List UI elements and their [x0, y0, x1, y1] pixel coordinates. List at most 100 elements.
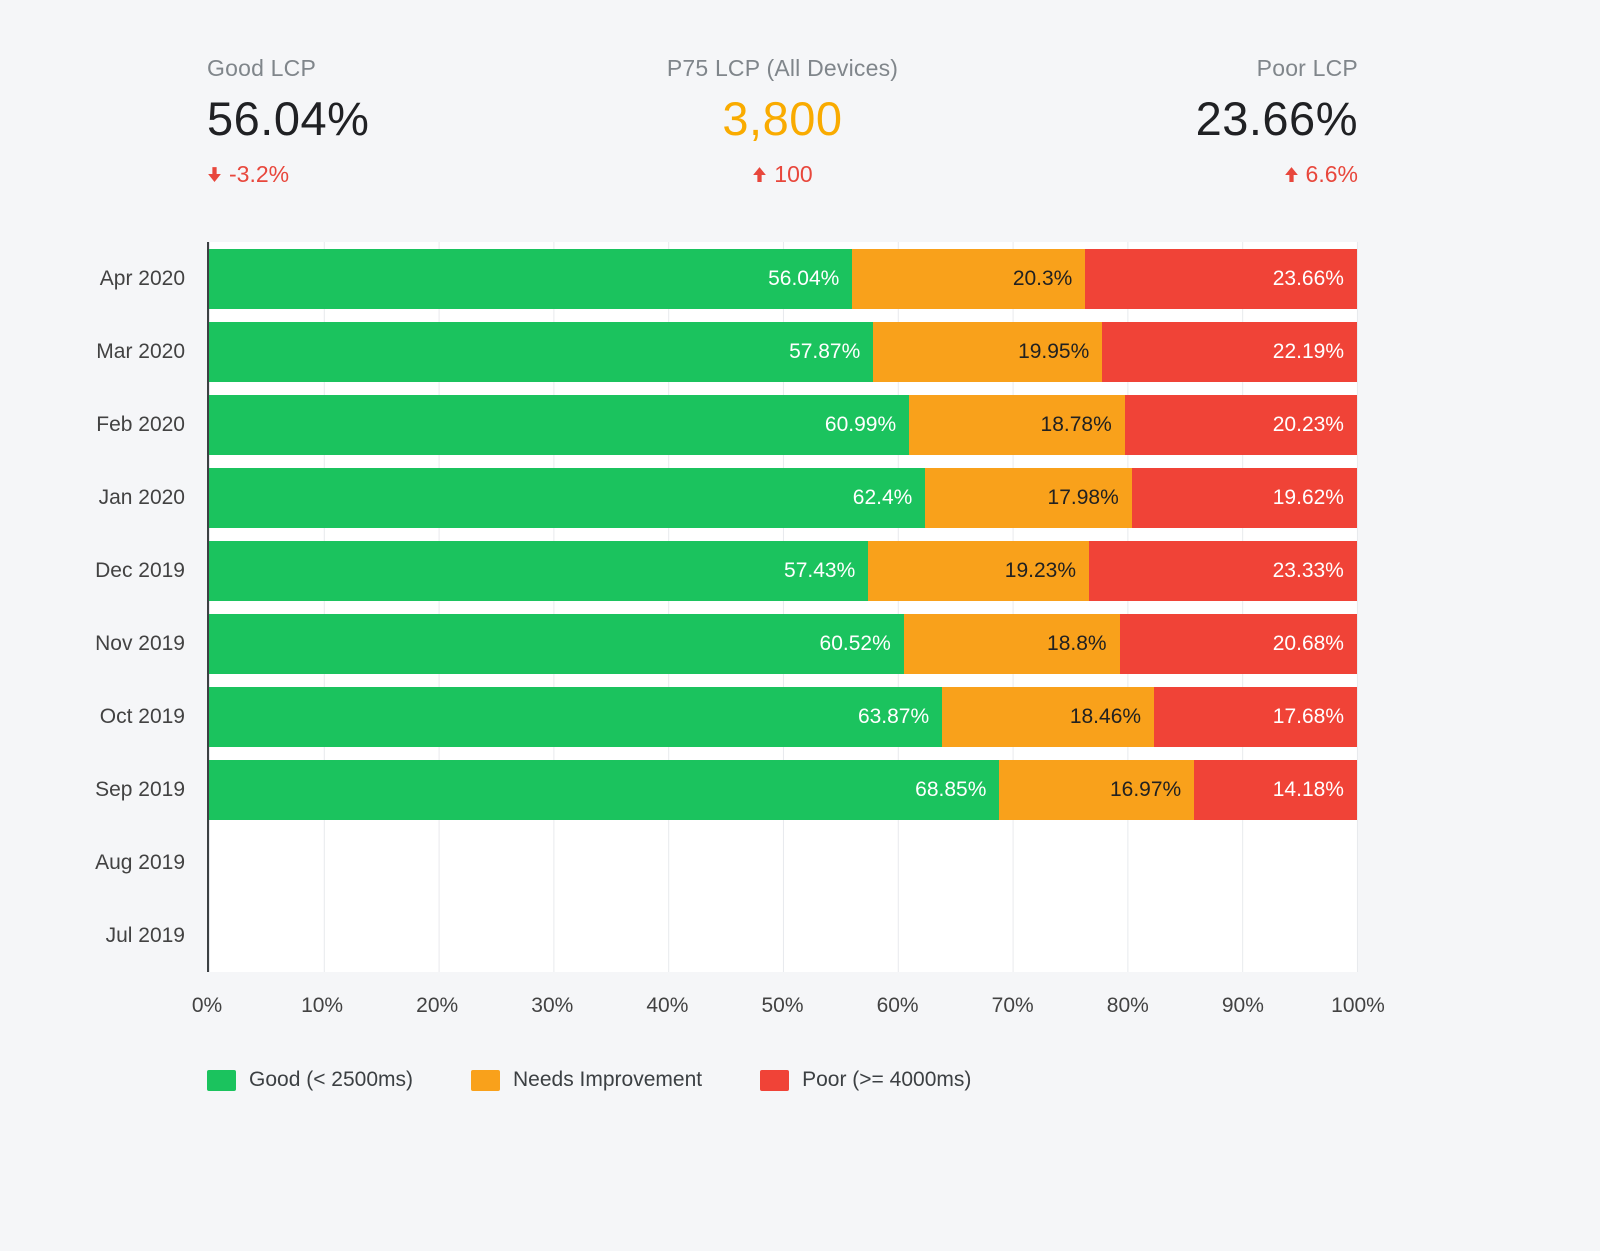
- bar-segment-needs-improvement[interactable]: 19.95%: [873, 321, 1103, 382]
- kpi-value: 56.04%: [207, 92, 370, 145]
- x-axis-label: 40%: [646, 994, 689, 1017]
- bar-value-label: 63.87%: [857, 704, 930, 728]
- bar-value-label: 20.68%: [1272, 631, 1344, 655]
- kpi-label: Poor LCP: [1256, 55, 1358, 81]
- y-axis-label: Mar 2020: [96, 339, 185, 363]
- bar-segment-poor[interactable]: 14.18%: [1194, 759, 1357, 820]
- legend-item-needs-improvement[interactable]: Needs Improvement: [471, 1068, 702, 1092]
- kpi-delta: 100: [752, 161, 813, 188]
- bar-segment-poor[interactable]: 20.68%: [1119, 613, 1357, 674]
- y-axis-label: Feb 2020: [96, 412, 185, 436]
- bar-value-label: 17.98%: [1047, 485, 1119, 509]
- delta-down-arrow-icon: [207, 166, 222, 183]
- kpi-good-lcp: Good LCP 56.04% -3.2%: [207, 55, 591, 188]
- bar-segment-poor[interactable]: 22.19%: [1102, 321, 1358, 382]
- y-axis: Apr 2020 Mar 2020 Feb 2020 Jan 2020 Dec 2019…: [0, 242, 207, 972]
- bar-value-label: 20.23%: [1272, 412, 1344, 436]
- kpi-value: 3,800: [722, 92, 843, 145]
- bar-segment-poor[interactable]: 23.33%: [1089, 540, 1357, 601]
- legend: Good (< 2500ms) Needs Improvement Poor (>=…: [207, 1068, 1600, 1092]
- bar-segment-good[interactable]: 56.04%: [209, 248, 853, 309]
- bar-value-label: 62.4%: [852, 485, 913, 509]
- bar-row: [209, 826, 1357, 899]
- kpi-delta-value: -3.2%: [229, 161, 290, 187]
- x-axis-label: 90%: [1221, 994, 1264, 1017]
- kpi-delta: -3.2%: [207, 161, 289, 188]
- legend-label: Poor (>= 4000ms): [802, 1068, 972, 1091]
- x-axis-label: 70%: [991, 994, 1034, 1017]
- bar-value-label: 18.46%: [1069, 704, 1142, 728]
- bar-segment-good[interactable]: 57.87%: [209, 321, 874, 382]
- bar-value-label: 18.8%: [1047, 631, 1107, 655]
- x-axis-label: 80%: [1106, 994, 1149, 1017]
- bar-value-label: 19.62%: [1272, 485, 1344, 509]
- bar-segment-poor[interactable]: 20.23%: [1124, 394, 1357, 455]
- x-axis-label: 50%: [761, 994, 804, 1017]
- bar-row: 62.4% 17.98% 19.62%: [209, 461, 1357, 534]
- bar-value-label: 60.52%: [819, 631, 891, 655]
- legend-item-good[interactable]: Good (< 2500ms): [207, 1068, 413, 1092]
- bar-segment-needs-improvement[interactable]: 18.46%: [942, 686, 1155, 747]
- bar-value-label: 19.95%: [1018, 339, 1090, 363]
- x-axis-label: 20%: [416, 994, 459, 1017]
- bar-segment-poor[interactable]: 23.66%: [1085, 248, 1357, 309]
- bar-row: 60.99% 18.78% 20.23%: [209, 388, 1357, 461]
- x-axis-label: 60%: [876, 994, 919, 1017]
- bar-segment-needs-improvement[interactable]: 16.97%: [999, 759, 1195, 820]
- kpi-delta-value: 100: [774, 161, 813, 187]
- kpi-delta-value: 6.6%: [1305, 161, 1358, 187]
- bar-segment-needs-improvement[interactable]: 19.23%: [868, 540, 1090, 601]
- bar-value-label: 68.85%: [915, 777, 987, 801]
- bar-segment-needs-improvement[interactable]: 18.8%: [903, 613, 1120, 674]
- kpi-value: 23.66%: [1195, 92, 1358, 145]
- bar-row: [209, 899, 1357, 972]
- bar-segment-poor[interactable]: 19.62%: [1131, 467, 1357, 528]
- kpi-delta: 6.6%: [1284, 161, 1358, 188]
- bar-value-label: 14.18%: [1272, 777, 1344, 801]
- bar-value-label: 20.3%: [1012, 266, 1073, 290]
- bar-segment-needs-improvement[interactable]: 17.98%: [925, 467, 1132, 528]
- bar-segment-needs-improvement[interactable]: 18.78%: [909, 394, 1125, 455]
- legend-swatch: [471, 1069, 501, 1091]
- bar-segment-poor[interactable]: 17.68%: [1154, 686, 1357, 747]
- bar-value-label: 18.78%: [1040, 412, 1112, 436]
- x-axis-label: 100%: [1331, 994, 1385, 1017]
- y-axis-label: Oct 2019: [99, 704, 185, 728]
- bar-segment-good[interactable]: 60.99%: [209, 394, 910, 455]
- axis-spacer: [0, 972, 207, 1030]
- kpi-poor-lcp: Poor LCP 23.66% 6.6%: [974, 55, 1358, 188]
- legend-label: Needs Improvement: [513, 1068, 703, 1091]
- bar-value-label: 19.23%: [1004, 558, 1077, 582]
- delta-up-arrow-icon: [1284, 166, 1299, 183]
- bar-segment-good[interactable]: 68.85%: [209, 759, 1000, 820]
- y-axis-label: Apr 2020: [99, 266, 185, 290]
- x-axis-label: 0%: [191, 994, 223, 1017]
- bar-segment-good[interactable]: 63.87%: [209, 686, 943, 747]
- bar-value-label: 23.33%: [1272, 558, 1344, 582]
- x-axis-label: 10%: [301, 994, 344, 1017]
- bar-value-label: 60.99%: [824, 412, 897, 436]
- bar-segment-good[interactable]: 62.4%: [209, 467, 926, 528]
- bar-segment-good[interactable]: 60.52%: [209, 613, 904, 674]
- x-axis-label: 30%: [531, 994, 574, 1017]
- bar-value-label: 57.87%: [789, 339, 861, 363]
- legend-item-poor[interactable]: Poor (>= 4000ms): [760, 1068, 971, 1092]
- y-axis-label: Sep 2019: [95, 777, 185, 801]
- bar-value-label: 22.19%: [1272, 339, 1345, 363]
- y-axis-label: Jul 2019: [105, 923, 185, 947]
- lcp-stacked-bar-chart: Apr 2020 Mar 2020 Feb 2020 Jan 2020 Dec 2019…: [0, 242, 1385, 1030]
- bar-row: 60.52% 18.8% 20.68%: [209, 607, 1357, 680]
- bar-value-label: 56.04%: [768, 266, 840, 290]
- scorecard-section: Good LCP 56.04% -3.2% P75 LCP (All Devic…: [207, 55, 1358, 188]
- kpi-p75-lcp: P75 LCP (All Devices) 3,800 100: [591, 55, 975, 188]
- kpi-label: P75 LCP (All Devices): [666, 55, 899, 81]
- y-axis-label: Jan 2020: [98, 485, 185, 509]
- bar-value-label: 23.66%: [1272, 266, 1344, 290]
- bar-row: 68.85% 16.97% 14.18%: [209, 753, 1357, 826]
- y-axis-label: Nov 2019: [95, 631, 185, 655]
- bar-row: 57.43% 19.23% 23.33%: [209, 534, 1357, 607]
- bar-segment-needs-improvement[interactable]: 20.3%: [852, 248, 1086, 309]
- bar-segment-good[interactable]: 57.43%: [209, 540, 869, 601]
- bar-value-label: 17.68%: [1272, 704, 1344, 728]
- bar-value-label: 57.43%: [784, 558, 856, 582]
